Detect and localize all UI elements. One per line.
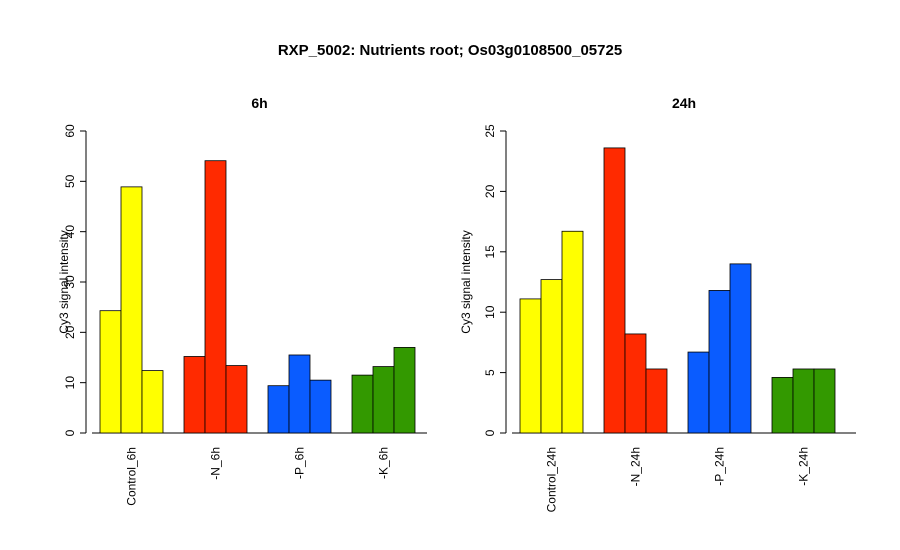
x-tick-label: -N_24h: [629, 447, 643, 486]
x-tick-label: -P_24h: [713, 447, 727, 486]
y-axis-title: Cy3 signal intensity: [459, 230, 473, 333]
x-tick-label: -P_6h: [293, 447, 307, 479]
y-tick-label: 10: [63, 376, 77, 390]
bar: [141, 370, 164, 434]
y-tick-label: 10: [483, 305, 497, 319]
bar: [540, 279, 563, 434]
bar: [120, 186, 143, 434]
y-tick-label: 20: [63, 325, 77, 339]
x-tick-label: -K_24h: [797, 447, 811, 486]
bar: [183, 356, 206, 434]
x-tick-label: Control_6h: [125, 447, 139, 506]
bar: [99, 310, 122, 434]
panel-title: 24h: [672, 95, 696, 111]
x-tick-label: -N_6h: [209, 447, 223, 480]
bar: [687, 351, 710, 434]
y-tick-label: 40: [63, 225, 77, 239]
x-tick-label: Control_24h: [545, 447, 559, 512]
bar: [603, 147, 626, 434]
bar: [561, 230, 584, 434]
y-axis-title: Cy3 signal intensity: [57, 230, 71, 333]
panel-title: 6h: [251, 95, 267, 111]
bar: [267, 385, 290, 434]
chart-panel-6h: 6h 0 10 20 30 40 50 60 Cy3 signal intensity Contr…: [57, 95, 427, 506]
bar: [288, 354, 311, 434]
y-tick-label: 60: [63, 124, 77, 138]
bar: [813, 368, 836, 434]
chart-main-title: RXP_5002: Nutrients root; Os03g0108500_0…: [278, 42, 622, 59]
bar: [351, 374, 374, 434]
bar: [771, 377, 794, 434]
y-tick-label: 50: [63, 174, 77, 188]
bar: [792, 368, 815, 434]
y-tick-label: 15: [483, 245, 497, 259]
bar: [393, 347, 416, 434]
bar: [204, 160, 227, 434]
x-tick-label: -K_6h: [377, 447, 391, 479]
chart-panel-24h: 24h 0 5 10 15 20 25 Cy3 signal intensity Control…: [459, 95, 856, 512]
y-tick-label: 25: [483, 124, 497, 138]
y-tick-label: 5: [483, 369, 497, 376]
bar: [519, 298, 542, 434]
y-tick-label: 30: [63, 275, 77, 289]
bar: [309, 379, 332, 434]
y-tick-label: 0: [63, 429, 77, 436]
y-tick-label: 0: [483, 429, 497, 436]
bar: [729, 263, 752, 434]
bar: [225, 365, 248, 434]
bar: [708, 290, 731, 434]
bar: [624, 333, 647, 434]
y-tick-label: 20: [483, 184, 497, 198]
bar: [372, 366, 395, 434]
bar: [645, 368, 668, 434]
